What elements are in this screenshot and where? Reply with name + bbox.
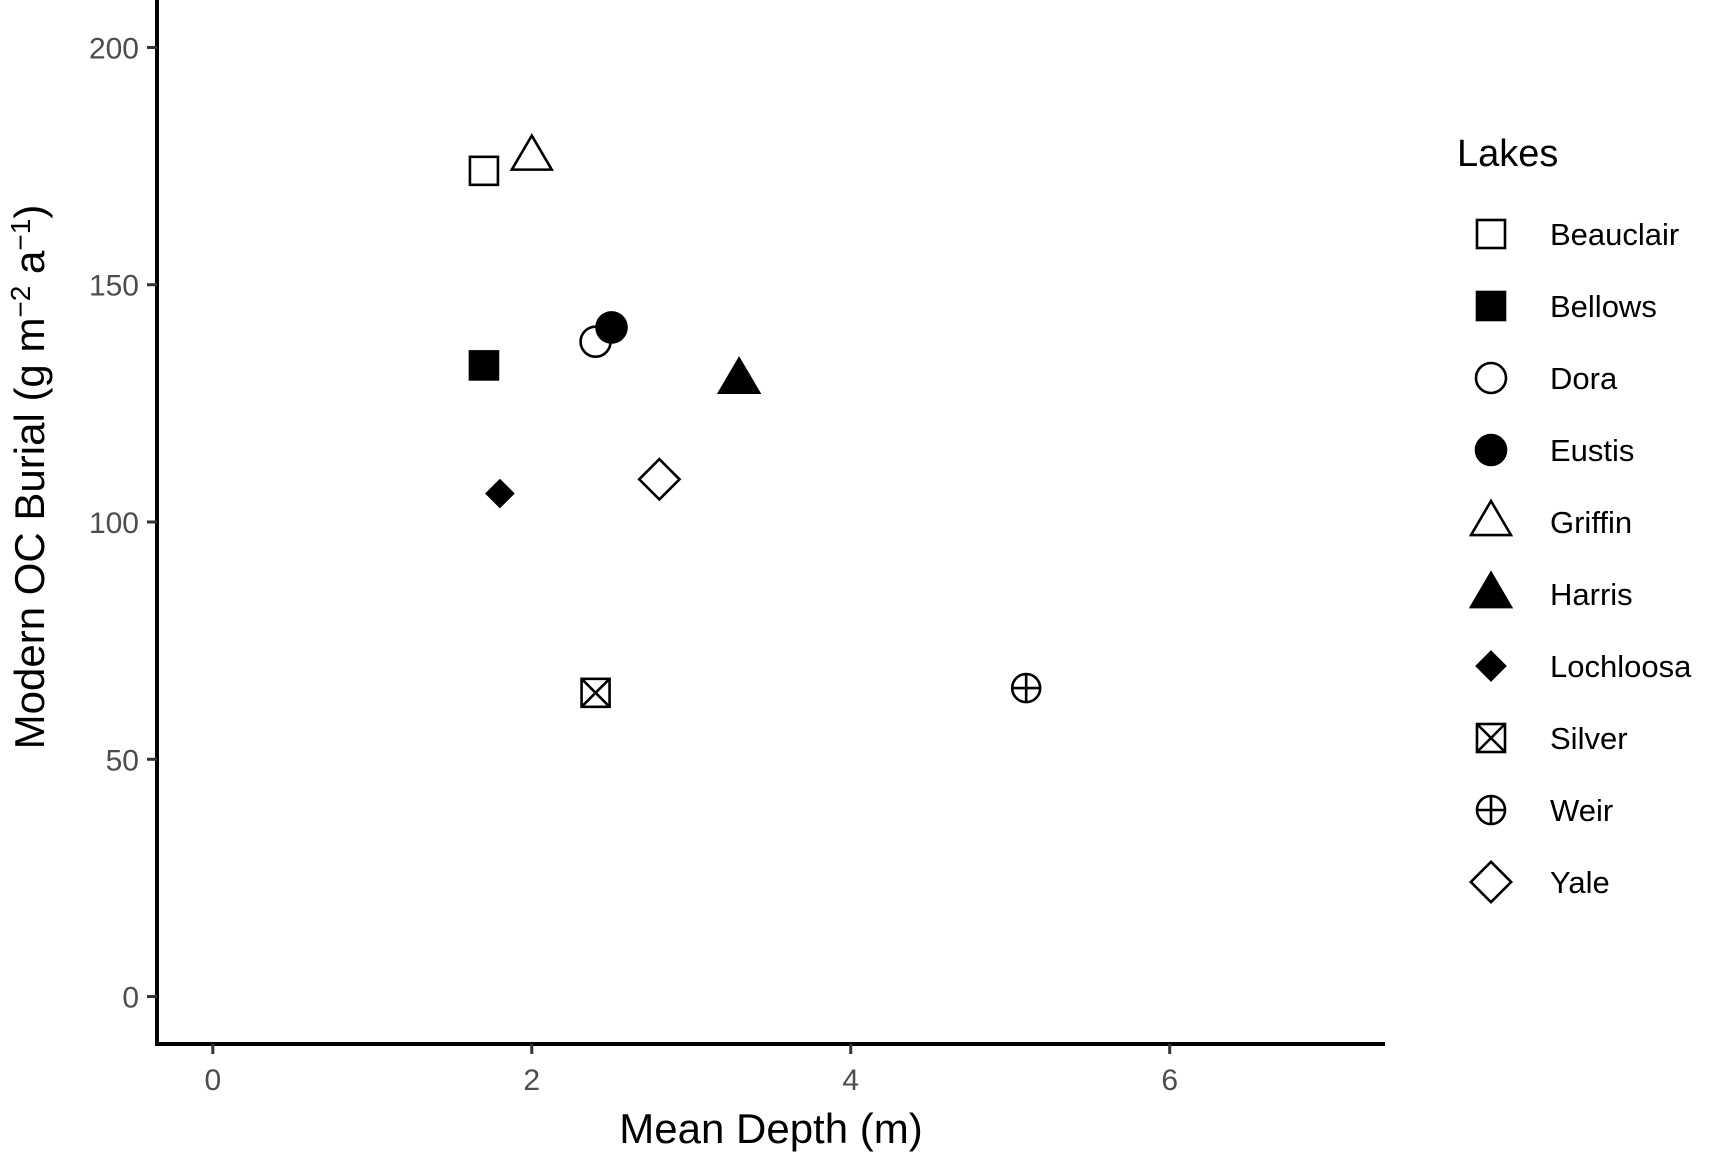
- x-tick-label: 2: [523, 1064, 540, 1097]
- x-axis-title: Mean Depth (m): [619, 1105, 922, 1152]
- legend-symbol-weir: [1475, 794, 1507, 826]
- legend-symbol-dora: [1474, 361, 1508, 395]
- legend-label: Eustis: [1550, 433, 1634, 468]
- legend-label: Harris: [1550, 577, 1633, 612]
- legend-item-beauclair: Beauclair: [1475, 217, 1679, 252]
- x-tick-label: 6: [1161, 1064, 1178, 1097]
- y-axis-title-sup2: −1: [5, 219, 36, 251]
- legend-item-yale: Yale: [1469, 860, 1610, 904]
- legend-item-eustis: Eustis: [1474, 433, 1634, 468]
- legend-item-dora: Dora: [1474, 361, 1618, 396]
- y-tick-label: 200: [89, 32, 139, 65]
- legend-label: Lochloosa: [1550, 649, 1692, 684]
- legend: Lakes Beauclair Bellows Dora Eustis Griffin H…: [1457, 133, 1692, 904]
- y-tick-label: 100: [89, 507, 139, 540]
- legend-label: Silver: [1550, 721, 1628, 756]
- legend-item-bellows: Bellows: [1475, 289, 1657, 324]
- y-tick-label: 0: [122, 982, 139, 1015]
- y-tick-label: 150: [89, 270, 139, 303]
- data-point-weir: [1010, 672, 1042, 704]
- data-point-eustis: [595, 311, 628, 344]
- legend-symbol-griffin: [1468, 498, 1514, 537]
- legend-label: Yale: [1550, 865, 1610, 900]
- data-point-harris: [716, 356, 762, 394]
- legend-title: Lakes: [1457, 133, 1558, 175]
- legend-label: Beauclair: [1550, 217, 1679, 252]
- data-point-bellows: [468, 350, 500, 381]
- legend-label: Griffin: [1550, 505, 1632, 540]
- legend-symbol-yale: [1469, 860, 1513, 904]
- legend-label: Bellows: [1550, 289, 1657, 324]
- data-point-yale: [637, 457, 682, 502]
- legend-symbol-bellows: [1475, 290, 1507, 322]
- legend-symbol-beauclair: [1475, 218, 1507, 250]
- legend-item-harris: Harris: [1468, 570, 1633, 612]
- y-tick-label: 50: [106, 744, 139, 777]
- legend-item-lochloosa: Lochloosa: [1475, 649, 1692, 684]
- legend-item-weir: Weir: [1475, 793, 1613, 828]
- y-axis-title-mid: a: [6, 250, 53, 286]
- x-tick-label: 4: [842, 1064, 859, 1097]
- data-point-lochloosa: [485, 478, 515, 509]
- legend-label: Weir: [1550, 793, 1613, 828]
- legend-symbol-lochloosa: [1475, 650, 1507, 682]
- data-points: [468, 133, 1042, 709]
- y-axis-title-text: Modern OC Burial (g m: [6, 318, 53, 750]
- data-point-beauclair: [468, 155, 500, 187]
- x-tick-label: 0: [204, 1064, 221, 1097]
- legend-item-griffin: Griffin: [1468, 498, 1632, 540]
- legend-symbol-silver: [1475, 722, 1507, 754]
- y-axis-title-sup1: −2: [5, 286, 36, 318]
- y-axis-title-end: ): [6, 205, 53, 219]
- legend-symbol-harris: [1468, 570, 1514, 609]
- y-axis-title: Modern OC Burial (g m−2 a−1): [5, 205, 53, 750]
- legend-label: Dora: [1550, 361, 1618, 396]
- data-point-silver: [580, 677, 611, 709]
- data-point-griffin: [509, 133, 554, 171]
- axes: 0 2 4 6 0 50 100 150 200: [89, 0, 1385, 1097]
- legend-symbol-eustis: [1474, 433, 1508, 467]
- legend-item-silver: Silver: [1475, 721, 1628, 756]
